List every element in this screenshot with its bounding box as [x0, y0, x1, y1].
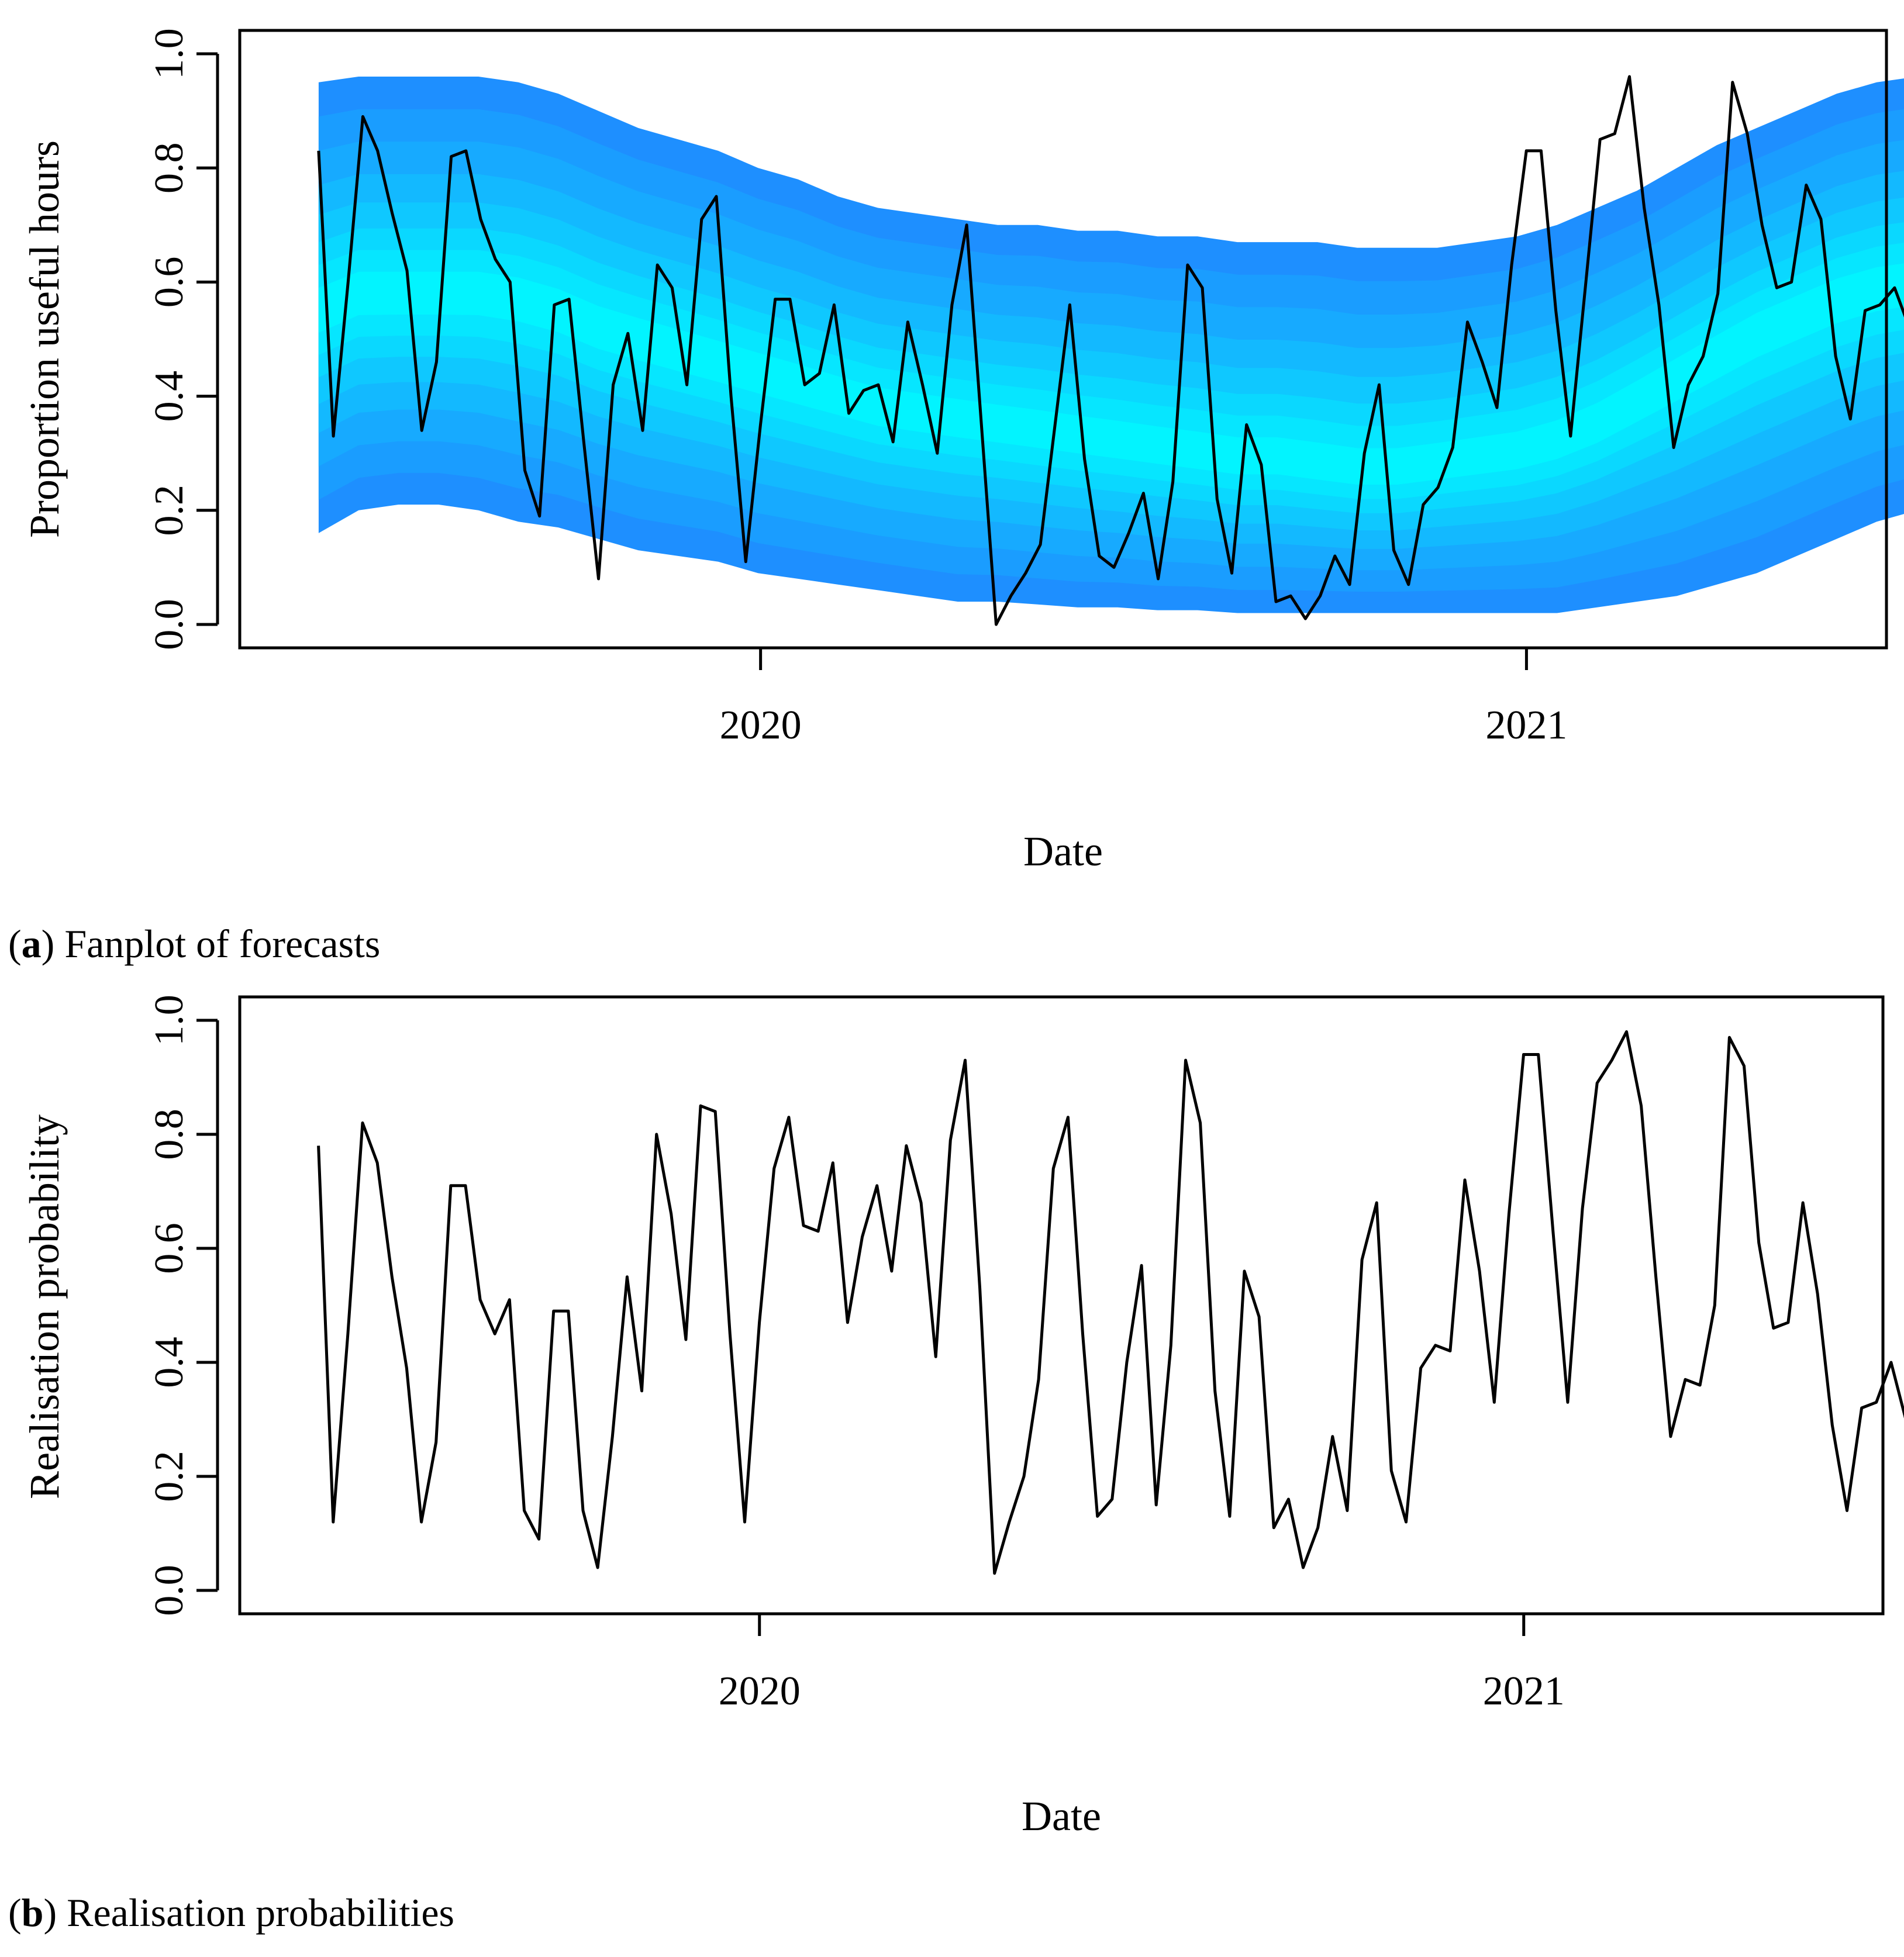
x-tick-label: 2021: [1485, 703, 1567, 748]
y-tick-label: 0.8: [147, 1109, 192, 1160]
x-axis-title: Date: [1023, 828, 1103, 875]
caption-text: Fanplot of forecasts: [64, 921, 381, 966]
y-axis: 0.0 0.2 0.4 0.6 0.8 1.0: [147, 995, 219, 1616]
y-tick-label: 0.0: [147, 1565, 192, 1616]
plot-frame: [238, 995, 1885, 1616]
y-tick-label: 0.2: [147, 1451, 192, 1502]
y-tick-label: 0.0: [147, 599, 192, 650]
y-axis: 0.0 0.2 0.4 0.6 0.8 1.0: [147, 28, 219, 650]
series-line: [317, 1030, 1904, 1575]
forecast-fan: [318, 77, 1904, 613]
caption-b: (b) Realisation probabilities: [8, 1890, 455, 1935]
y-tick-label: 0.6: [147, 257, 192, 308]
caption-letter: b: [21, 1890, 44, 1935]
realisation-series: [317, 1030, 1904, 1575]
x-axis: 2020 2021: [720, 648, 1567, 748]
x-tick-label: 2020: [719, 1669, 801, 1714]
caption-letter: a: [21, 921, 42, 966]
fan-band-8: [318, 263, 1904, 485]
y-tick-label: 1.0: [147, 28, 192, 80]
y-tick-label: 0.8: [147, 142, 192, 194]
x-tick-label: 2021: [1483, 1669, 1565, 1714]
fanplot-panel: 0.0 0.2 0.4 0.6 0.8 1.0 2020 2021 Proportion u…: [21, 28, 1904, 875]
series-line: [317, 75, 1904, 626]
x-tick-label: 2020: [720, 703, 802, 748]
y-tick-label: 0.4: [147, 1337, 192, 1388]
caption-a: (a) Fanplot of forecasts: [8, 921, 381, 966]
observed-series: [317, 75, 1904, 626]
caption-text: Realisation probabilities: [67, 1890, 455, 1935]
y-axis-title: Proportion useful hours: [21, 140, 68, 538]
y-tick-label: 0.2: [147, 485, 192, 536]
y-axis-title: Realisation probability: [21, 1114, 68, 1499]
x-axis-title: Date: [1022, 1793, 1101, 1839]
y-tick-label: 0.4: [147, 371, 192, 422]
y-tick-label: 0.6: [147, 1223, 192, 1274]
plot-frame: [238, 29, 1888, 650]
realisation-panel: 0.0 0.2 0.4 0.6 0.8 1.0 2020 2021 Realisation …: [21, 995, 1904, 1839]
x-axis: 2020 2021: [719, 1614, 1565, 1714]
y-tick-label: 1.0: [147, 995, 192, 1046]
